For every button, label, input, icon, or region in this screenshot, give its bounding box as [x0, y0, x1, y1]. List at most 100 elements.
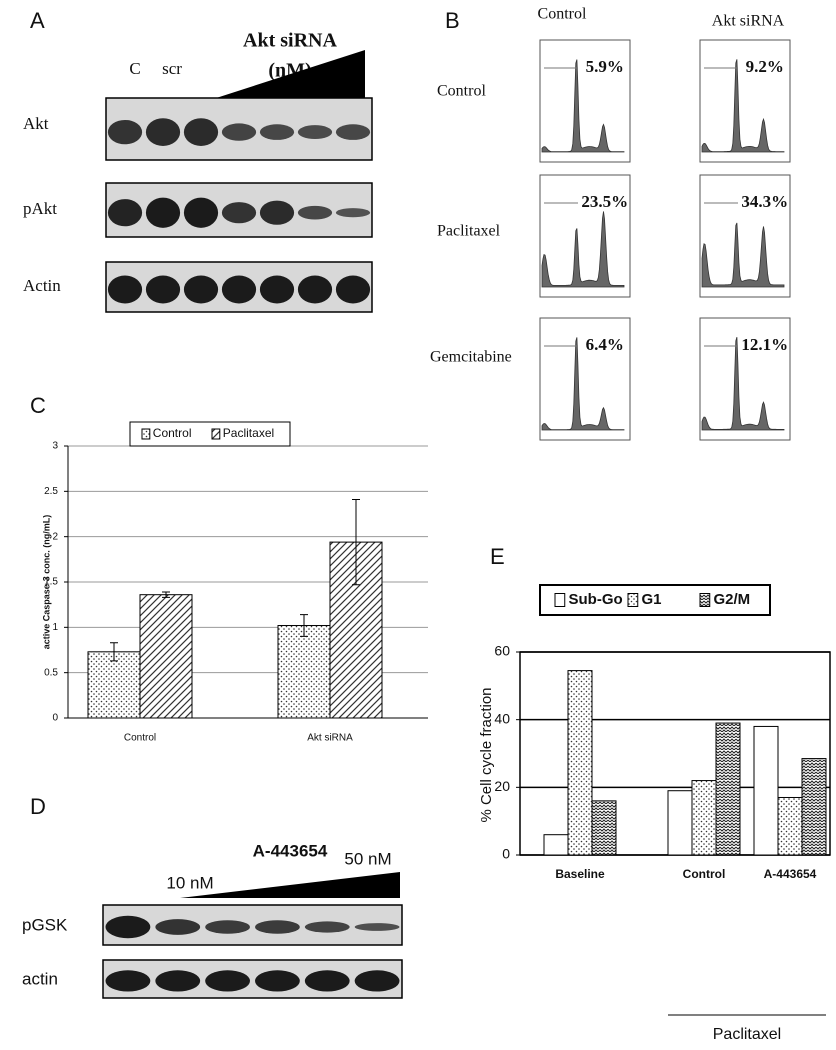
x-tick-label: Control: [683, 867, 726, 881]
blot-band: [304, 970, 350, 992]
y-tick-label: 40: [494, 710, 510, 726]
group-label: Paclitaxel: [713, 1026, 781, 1043]
panel-label: A: [30, 8, 45, 33]
x-tick-label: Akt siRNA: [307, 733, 353, 744]
percentage: 5.9%: [586, 57, 624, 76]
dose-label: 50 nM: [344, 849, 391, 868]
lane-label: scr: [162, 59, 182, 78]
legend-swatch: [141, 428, 151, 440]
row-label: actin: [22, 969, 58, 988]
x-tick-label: A-443654: [764, 867, 817, 881]
histogram-box: [699, 317, 791, 441]
histogram: [541, 337, 625, 431]
legend-swatch: [554, 593, 566, 607]
histogram: [541, 211, 625, 288]
blot-band: [259, 200, 295, 225]
bar: [87, 651, 141, 719]
legend-label: Sub-Go: [569, 591, 623, 608]
bar: [715, 722, 741, 856]
blot-band: [259, 124, 295, 140]
y-tick-label: 20: [494, 778, 510, 794]
histogram-box: [699, 39, 791, 163]
legend-box: [539, 584, 771, 616]
panel-label: E: [490, 544, 505, 569]
y-axis-label: active Caspase-3 conc. (ng/mL): [41, 515, 51, 650]
column-label: Akt siRNA: [712, 13, 785, 30]
blot-band: [145, 118, 181, 146]
y-tick-label: 3: [52, 441, 58, 452]
error-bar: [162, 591, 170, 598]
histogram: [701, 222, 785, 288]
legend-swatch: [211, 428, 221, 440]
blot-band: [221, 275, 257, 304]
row-label: pGSK: [22, 915, 68, 934]
panel-title: A-443654: [253, 841, 328, 860]
legend-label: Control: [153, 426, 192, 440]
legend-swatch: [627, 593, 639, 607]
column-label: Control: [538, 6, 587, 23]
row-label: Paclitaxel: [437, 223, 501, 240]
error-bar: [110, 642, 118, 662]
blot-band: [304, 921, 350, 933]
y-tick-label: 0: [502, 846, 510, 862]
x-tick-label: Control: [124, 733, 156, 744]
bar: [753, 725, 779, 856]
percentage: 34.3%: [741, 192, 788, 211]
histogram: [701, 336, 785, 431]
y-tick-label: 0.5: [44, 667, 58, 678]
blot-band: [335, 208, 371, 218]
y-tick-label: 2: [52, 531, 58, 542]
panel-title: Akt siRNA: [243, 30, 337, 52]
bar: [777, 796, 803, 856]
legend-label: G1: [642, 591, 662, 608]
blot-band: [259, 275, 295, 304]
blot-band: [354, 970, 400, 992]
blot-band: [354, 923, 400, 931]
bar: [277, 625, 331, 719]
blot-band: [254, 920, 300, 934]
blot-band: [183, 275, 219, 304]
histogram: [541, 59, 625, 153]
row-label: Gemcitabine: [430, 349, 512, 366]
percentage: 6.4%: [586, 335, 624, 354]
blot-band: [105, 970, 151, 992]
blot-band: [145, 197, 181, 228]
panel-label: C: [30, 393, 46, 418]
x-tick-label: Baseline: [555, 867, 605, 881]
dose-wedge: [180, 872, 400, 898]
dose-label: 10 nM: [166, 873, 213, 892]
blot-band: [183, 197, 219, 228]
histogram-box: [539, 174, 631, 298]
blot-band: [297, 275, 333, 304]
bar: [691, 780, 717, 856]
histogram-box: [539, 317, 631, 441]
row-label: pAkt: [23, 199, 57, 218]
blot-band: [145, 275, 181, 304]
blot: [102, 904, 403, 946]
blot-band: [297, 205, 333, 220]
row-label: Actin: [23, 276, 61, 295]
blot-band: [155, 919, 201, 935]
blot-band: [105, 915, 151, 939]
blot-band: [183, 118, 219, 146]
legend-label: Paclitaxel: [223, 426, 274, 440]
blot-band: [205, 970, 251, 992]
blot: [102, 959, 403, 999]
bar: [591, 800, 617, 856]
blot-band: [221, 123, 257, 141]
histogram: [701, 59, 785, 153]
histogram-box: [699, 174, 791, 298]
histogram-box: [539, 39, 631, 163]
error-bar: [352, 498, 360, 586]
bar: [139, 594, 193, 719]
panel-label: B: [445, 8, 460, 33]
y-tick-label: 0: [52, 713, 58, 724]
y-tick-label: 1.5: [44, 577, 58, 588]
dose-wedge: [210, 50, 365, 100]
blot-band: [107, 275, 143, 304]
percentage: 9.2%: [746, 57, 784, 76]
legend-box: [129, 421, 291, 447]
legend-label: G2/M: [714, 591, 751, 608]
blot-band: [107, 119, 143, 145]
blot-band: [335, 124, 371, 140]
